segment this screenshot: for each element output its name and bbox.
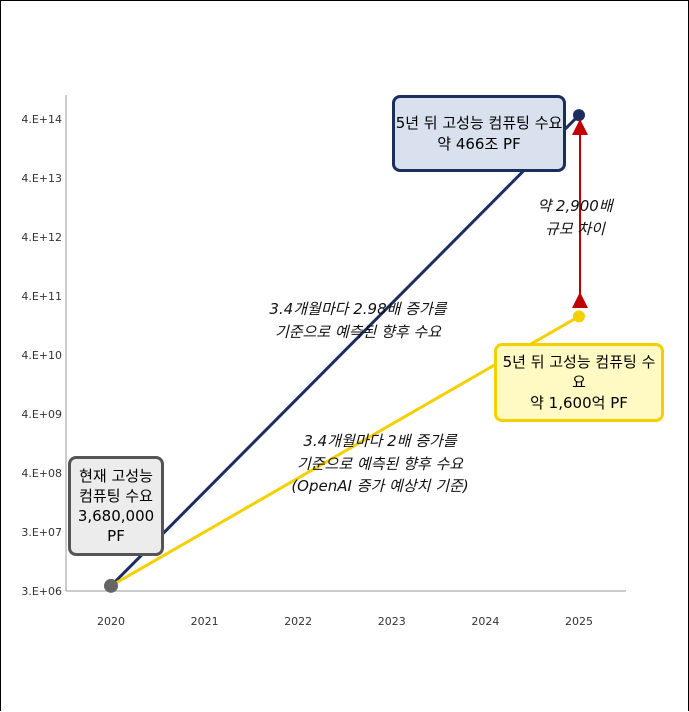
ratio-note-line-1: 약 2,900배 [537,197,613,215]
y-tick-label: 4.E+13 [21,172,62,185]
high-series-line [109,114,581,587]
low-forecast-line-2: 약 1,600억 PF [530,393,628,412]
x-tick-label: 2020 [97,615,125,628]
high-forecast-line-1: 5년 뒤 고성능 컴퓨팅 수요 [395,114,563,133]
x-tick-label: 2022 [284,615,312,628]
high-forecast-box: 5년 뒤 고성능 컴퓨팅 수요 약 466조 PF [392,95,566,172]
y-tick-label: 3.E+07 [21,526,62,539]
y-tick-label: 4.E+09 [21,408,62,421]
ratio-note: 약 2,900배 규모 차이 [530,195,620,240]
current-line-1: 현재 고성능 [79,466,153,485]
y-tick-label: 4.E+14 [21,113,62,126]
low-growth-note-line-2: 기준으로 예측된 향후 수요 [296,454,464,473]
x-tick-label: 2024 [471,615,499,628]
low-growth-note-line-1: 3.4개월마다 2배 증가를 [303,432,457,450]
y-tick-label: 4.E+11 [21,290,62,303]
current-line-3: 3,680,000 PF [77,507,155,546]
start-point [104,578,118,593]
current-demand-box: 현재 고성능 컴퓨팅 수요 3,680,000 PF [68,456,164,556]
high-growth-note: 3.4개월마다 2.98배 증가를 기준으로 예측된 향후 수요 [248,298,468,343]
y-tick-label: 4.E+12 [21,231,62,244]
current-line-2: 컴퓨팅 수요 [79,486,153,505]
x-tick-label: 2025 [565,615,593,628]
ratio-note-line-2: 규모 차이 [545,219,605,238]
y-tick-label: 4.E+10 [21,349,62,362]
y-tick-label: 4.E+08 [21,467,62,480]
low-forecast-line-1: 5년 뒤 고성능 컴퓨팅 수요 [502,353,656,392]
low-forecast-box: 5년 뒤 고성능 컴퓨팅 수요 약 1,600억 PF [494,343,664,422]
low-series-end-point [573,310,585,323]
high-forecast-line-2: 약 466조 PF [437,134,521,153]
low-growth-note-line-3: (OpenAI 증가 예상치 기준) [291,477,469,495]
high-series-end-point [573,109,585,122]
x-tick-label: 2021 [191,615,219,628]
high-growth-note-line-1: 3.4개월마다 2.98배 증가를 [269,300,447,318]
y-tick-label: 3.E+06 [21,585,62,598]
x-tick-label: 2023 [378,615,406,628]
low-growth-note: 3.4개월마다 2배 증가를 기준으로 예측된 향후 수요 (OpenAI 증가… [280,430,480,498]
high-growth-note-line-2: 기준으로 예측된 향후 수요 [274,322,442,341]
